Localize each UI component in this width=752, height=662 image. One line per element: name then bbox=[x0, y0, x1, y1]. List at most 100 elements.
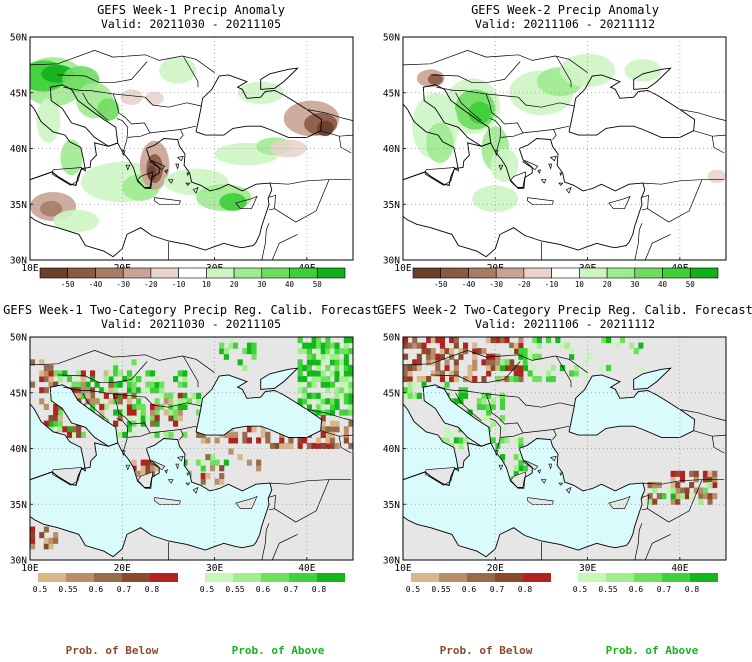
below-cell bbox=[242, 431, 248, 438]
above-cell bbox=[159, 403, 165, 410]
sea-overlay bbox=[569, 374, 695, 438]
above-cell bbox=[297, 381, 303, 388]
lon-tick-label: 20E bbox=[487, 563, 504, 574]
country-border bbox=[642, 179, 725, 185]
colorbar-swatch bbox=[289, 573, 317, 582]
below-cell bbox=[297, 442, 303, 449]
colorbar-swatch bbox=[261, 573, 289, 582]
above-cell bbox=[348, 398, 353, 405]
below-cell bbox=[467, 370, 473, 377]
above-cell bbox=[490, 403, 496, 410]
below-cell bbox=[43, 364, 49, 371]
above-cell bbox=[196, 459, 202, 466]
below-cell bbox=[140, 459, 146, 466]
country-border bbox=[269, 479, 352, 485]
anomaly-blob bbox=[707, 169, 726, 184]
above-cell bbox=[150, 415, 156, 422]
country-border bbox=[271, 534, 298, 560]
above-cell bbox=[518, 442, 524, 449]
panel-title-w2-prob: GEFS Week-2 Two-Category Precip Reg. Cal… bbox=[377, 303, 752, 317]
country-border bbox=[269, 179, 352, 185]
below-cell bbox=[90, 387, 96, 394]
above-cell bbox=[136, 403, 142, 410]
country-border bbox=[555, 355, 572, 388]
colorbar-swatch bbox=[578, 573, 606, 582]
country-border bbox=[403, 50, 588, 73]
lon-tick-label: 10E bbox=[21, 563, 38, 574]
above-cell bbox=[343, 381, 349, 388]
island-outline bbox=[154, 497, 181, 505]
below-cell bbox=[39, 387, 45, 394]
below-cell bbox=[57, 415, 63, 422]
below-cell bbox=[430, 353, 436, 360]
below-cell bbox=[39, 398, 45, 405]
below-cell bbox=[679, 476, 685, 483]
above-cell bbox=[306, 370, 312, 377]
above-cell bbox=[154, 387, 160, 394]
below-cell bbox=[449, 370, 455, 377]
colorbar-label: 40 bbox=[658, 280, 668, 289]
country-border bbox=[679, 109, 726, 121]
below-cell bbox=[403, 353, 409, 360]
above-cell bbox=[329, 409, 335, 416]
above-cell bbox=[237, 359, 243, 366]
country-border bbox=[261, 223, 270, 260]
below-cell bbox=[228, 431, 234, 438]
above-cell bbox=[136, 398, 142, 405]
island-outline bbox=[175, 463, 179, 470]
below-cell bbox=[453, 342, 459, 349]
below-cell bbox=[80, 376, 86, 383]
above-cell bbox=[316, 403, 322, 410]
below-cell bbox=[675, 470, 681, 477]
below-cell bbox=[30, 537, 36, 544]
above-cell bbox=[168, 409, 174, 416]
below-cell bbox=[426, 337, 432, 344]
above-cell bbox=[126, 387, 132, 394]
above-cell bbox=[518, 459, 524, 466]
below-cell bbox=[343, 437, 349, 444]
below-cell bbox=[228, 437, 234, 444]
above-cell bbox=[421, 381, 427, 388]
above-cell bbox=[316, 353, 322, 360]
above-cell bbox=[587, 353, 593, 360]
country-border bbox=[306, 409, 353, 421]
above-cell bbox=[458, 442, 464, 449]
below-cell bbox=[702, 470, 708, 477]
above-cell bbox=[131, 387, 137, 394]
below-cell bbox=[467, 376, 473, 383]
colorbar-swatch bbox=[634, 573, 662, 582]
below-cell bbox=[62, 426, 68, 433]
island-coastline bbox=[136, 171, 154, 189]
country-border bbox=[57, 61, 148, 84]
below-cell bbox=[652, 482, 658, 489]
below-cell bbox=[416, 342, 422, 349]
below-cell bbox=[490, 364, 496, 371]
below-cell bbox=[76, 392, 82, 399]
above-cell bbox=[99, 398, 105, 405]
below-cell bbox=[316, 442, 322, 449]
sea-area bbox=[745, 393, 752, 421]
island-coastline bbox=[390, 115, 399, 133]
anomaly-blob bbox=[624, 59, 662, 82]
below-cell bbox=[458, 353, 464, 360]
below-cell bbox=[486, 337, 492, 344]
coastline bbox=[633, 67, 672, 90]
colorbar-swatch bbox=[495, 267, 525, 279]
prob-colorbars-w1: 0.5 0.55 0.6 0.7 0.8 0.5 0.55 0.6 0.7 0.8 bbox=[33, 573, 345, 594]
colorbar-swatch bbox=[317, 573, 345, 582]
above-cell bbox=[518, 353, 524, 360]
below-cell bbox=[684, 487, 690, 494]
below-cell bbox=[76, 426, 82, 433]
below-cell bbox=[274, 442, 280, 449]
island-coastline bbox=[548, 163, 553, 170]
lon-tick-label: 40E bbox=[671, 563, 688, 574]
coastline bbox=[745, 93, 752, 121]
country-border bbox=[82, 92, 109, 121]
below-cell bbox=[246, 426, 252, 433]
below-cell bbox=[426, 348, 432, 355]
above-cell bbox=[154, 431, 160, 438]
above-cell bbox=[320, 381, 326, 388]
above-cell bbox=[177, 398, 183, 405]
colorbar-label: -10 bbox=[545, 280, 559, 289]
